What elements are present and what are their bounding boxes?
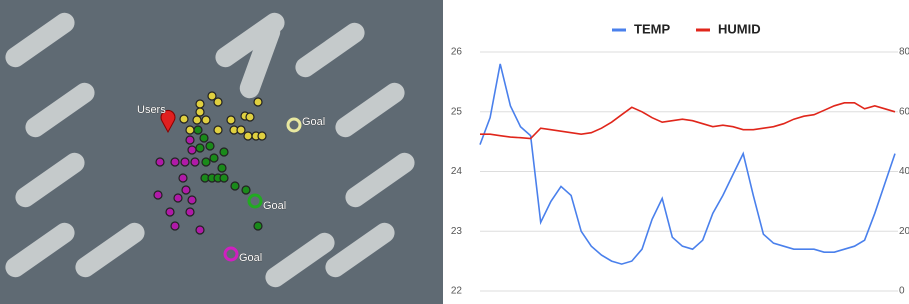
y-tick-label: 24 bbox=[451, 166, 463, 177]
agent-dot bbox=[186, 126, 194, 134]
agent-dot bbox=[220, 148, 228, 156]
page: {"map":{"users_label":"Users","goal_labe… bbox=[0, 0, 909, 304]
agent-dot bbox=[194, 126, 202, 134]
agent-dot bbox=[196, 108, 204, 116]
agent-dot bbox=[200, 134, 208, 142]
chart: 22 23 24 25 26 0 20 40 60 80 TEMP HUMID bbox=[451, 21, 909, 296]
y2-tick-label: 0 bbox=[899, 286, 905, 297]
y-tick-label: 22 bbox=[451, 286, 463, 297]
data-line bbox=[480, 103, 895, 139]
agent-dot bbox=[254, 222, 262, 230]
agent-dot bbox=[218, 164, 226, 172]
legend-label: HUMID bbox=[718, 21, 761, 36]
legend-label: TEMP bbox=[634, 21, 670, 36]
y2-tick-label: 40 bbox=[899, 166, 909, 177]
agent-dot bbox=[179, 174, 187, 182]
agent-dot bbox=[206, 142, 214, 150]
agent-dot bbox=[174, 194, 182, 202]
agent-dot bbox=[214, 98, 222, 106]
agent-dot bbox=[258, 132, 266, 140]
y-tick-label: 25 bbox=[451, 106, 463, 117]
agent-dot bbox=[254, 98, 262, 106]
agent-dot bbox=[171, 158, 179, 166]
goal-label: Goal bbox=[239, 252, 262, 264]
goal-label: Goal bbox=[263, 200, 286, 212]
agent-dot bbox=[193, 116, 201, 124]
agent-dot bbox=[188, 196, 196, 204]
agent-dot bbox=[231, 182, 239, 190]
users-label: Users bbox=[137, 104, 166, 116]
agent-dot bbox=[180, 115, 188, 123]
agent-dot bbox=[196, 226, 204, 234]
agent-dot bbox=[242, 186, 250, 194]
agent-dot bbox=[210, 154, 218, 162]
agent-dot bbox=[188, 146, 196, 154]
agent-dot bbox=[166, 208, 174, 216]
goal-label: Goal bbox=[302, 116, 325, 128]
agent-dot bbox=[196, 100, 204, 108]
agent-dot bbox=[244, 132, 252, 140]
agent-dot bbox=[181, 158, 189, 166]
screen: Users Goal Goal Goal 22 23 24 25 26 0 20 40 60 80… bbox=[0, 0, 909, 304]
y2-tick-label: 60 bbox=[899, 106, 909, 117]
agent-dot bbox=[214, 126, 222, 134]
agent-dot bbox=[186, 208, 194, 216]
agent-dot bbox=[156, 158, 164, 166]
map-view: Users Goal Goal Goal bbox=[0, 0, 443, 304]
agent-dot bbox=[202, 116, 210, 124]
agent-dot bbox=[191, 158, 199, 166]
agent-dot bbox=[237, 126, 245, 134]
agent-dot bbox=[171, 222, 179, 230]
agent-dot bbox=[246, 113, 254, 121]
agent-dot bbox=[186, 136, 194, 144]
agent-dot bbox=[220, 174, 228, 182]
agent-dot bbox=[154, 191, 162, 199]
agent-dot bbox=[196, 144, 204, 152]
agent-dot bbox=[182, 186, 190, 194]
y2-tick-label: 80 bbox=[899, 47, 909, 58]
y-tick-label: 23 bbox=[451, 226, 463, 237]
y2-tick-label: 20 bbox=[899, 226, 909, 237]
agent-dot bbox=[202, 158, 210, 166]
data-line bbox=[480, 64, 895, 264]
y-tick-label: 26 bbox=[451, 47, 463, 58]
agent-dot bbox=[227, 116, 235, 124]
